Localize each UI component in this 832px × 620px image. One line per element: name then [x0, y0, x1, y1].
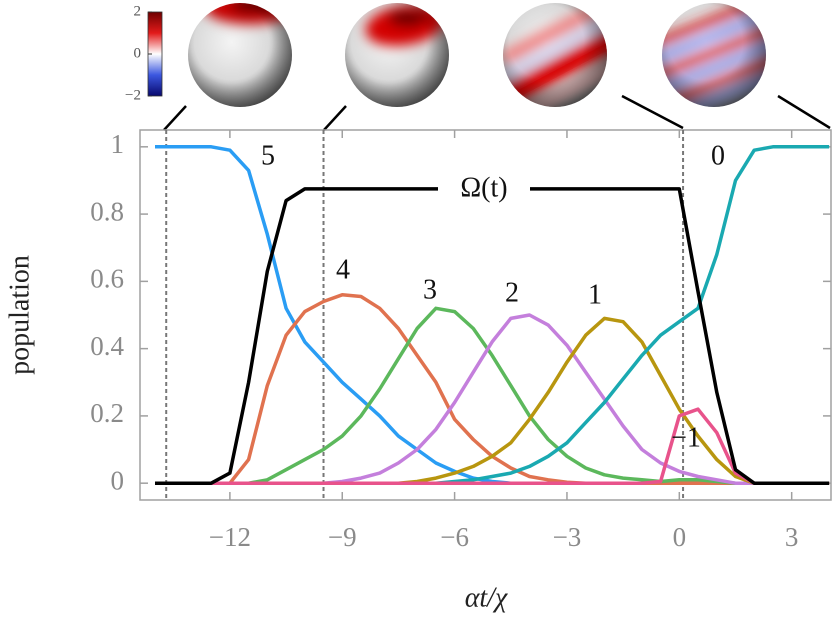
series-label: 5 [261, 140, 275, 171]
y-axis-label: population [4, 255, 35, 375]
x-tick-label: −6 [440, 522, 469, 552]
series-line [155, 407, 830, 485]
x-tick-label: −3 [553, 522, 582, 552]
colorbar-tick-label: 2 [134, 3, 142, 19]
plot-frame [139, 129, 832, 501]
y-tick-label: 0 [111, 465, 125, 495]
y-tick-label: 0.8 [90, 196, 124, 226]
series-label: 4 [336, 254, 350, 285]
colorbar-tick-label: −2 [125, 87, 141, 103]
y-tick-label: 0.2 [90, 398, 124, 428]
series-label: Ω(t) [460, 172, 507, 203]
series-label: 0 [711, 140, 725, 171]
colorbar-tick-label: 0 [134, 45, 142, 61]
series-label: 3 [423, 274, 437, 305]
series-label: 1 [588, 279, 602, 310]
y-tick-label: 1 [111, 129, 125, 159]
x-axis-label: αt/χ [465, 582, 508, 613]
x-tick-label: 0 [673, 522, 687, 552]
x-tick-label: −12 [209, 522, 251, 552]
series-label: −1 [671, 422, 701, 453]
x-tick-label: −9 [328, 522, 357, 552]
y-tick-label: 0.6 [90, 264, 124, 294]
label-bg [438, 170, 530, 210]
y-tick-label: 0.4 [90, 331, 124, 361]
spheres [163, 3, 831, 131]
series-line [155, 187, 830, 485]
series-label: 2 [505, 277, 519, 308]
x-tick-label: 3 [785, 522, 799, 552]
connectors [163, 94, 831, 131]
